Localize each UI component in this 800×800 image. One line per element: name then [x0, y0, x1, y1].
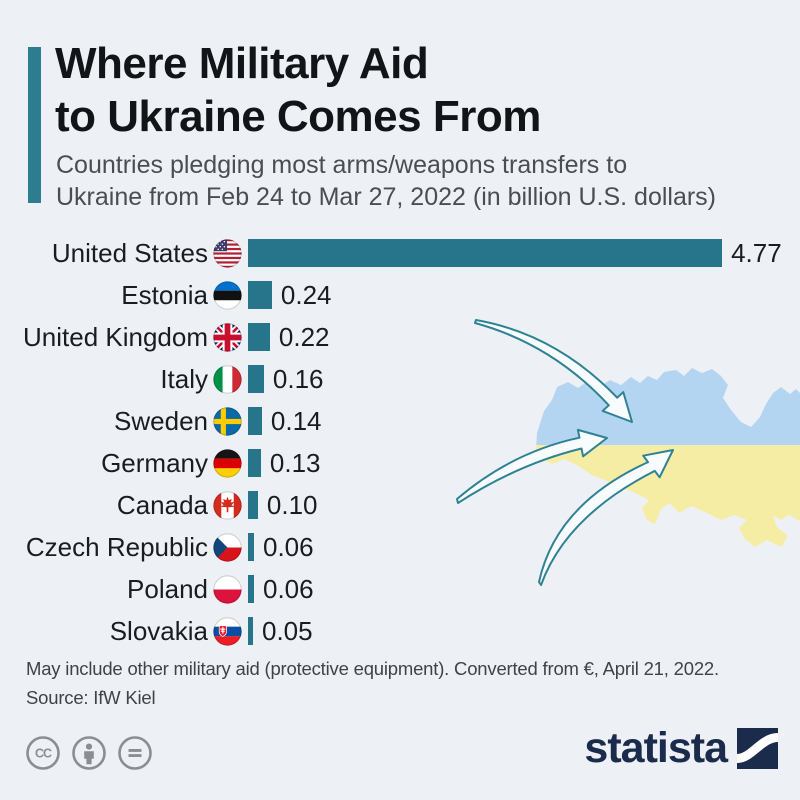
license-icons[interactable]: CC	[25, 735, 153, 771]
value-bar	[248, 239, 723, 267]
flag-cz-icon	[213, 532, 242, 562]
attribution-icon[interactable]	[71, 735, 107, 771]
value-bar	[248, 281, 272, 309]
value-label: 0.24	[280, 279, 332, 310]
statista-logo[interactable]: statista	[584, 727, 778, 770]
chart-row: Sweden 0.14	[0, 400, 800, 442]
flag-ca-icon	[213, 490, 242, 520]
value-bar	[248, 617, 253, 645]
title-accent-bar	[28, 47, 41, 203]
flag-sk-icon	[213, 616, 242, 646]
no-derivatives-icon[interactable]	[117, 735, 153, 771]
footnote: May include other military aid (protecti…	[26, 655, 719, 712]
subtitle-line-1: Countries pledging most arms/weapons tra…	[56, 151, 628, 179]
value-bar	[248, 491, 258, 519]
chart-row: Germany 0.13	[0, 442, 800, 484]
value-label: 0.06	[263, 531, 314, 562]
flag-de-icon	[213, 448, 242, 478]
footnote-source: Source: IfW Kiel	[26, 686, 156, 708]
country-label: United States	[51, 237, 208, 268]
value-label: 0.05	[262, 615, 313, 646]
country-label: Estonia	[121, 279, 208, 310]
chart-row: Estonia 0.24	[0, 274, 800, 316]
chart-row: United States 4.77	[0, 232, 800, 274]
statista-logo-icon	[737, 728, 778, 769]
value-label: 0.16	[272, 363, 324, 394]
value-bar	[248, 533, 254, 561]
flag-ee-icon	[213, 280, 242, 310]
value-bar	[248, 323, 270, 351]
country-label: Czech Republic	[25, 531, 208, 562]
chart-row: Slovakia 0.05	[0, 610, 800, 652]
country-label: Poland	[127, 573, 208, 604]
value-label: 0.14	[270, 405, 322, 436]
bar-chart: United States 4.77 Estonia 0.24 United Kingd…	[0, 232, 800, 652]
flag-se-icon	[213, 406, 242, 436]
subtitle-line-2: Ukraine from Feb 24 to Mar 27, 2022 (in …	[56, 183, 717, 211]
country-label: Canada	[116, 489, 208, 520]
title-line-1: Where Military Aid	[55, 39, 429, 88]
value-label: 0.22	[278, 321, 330, 352]
chart-row: Canada 0.10	[0, 484, 800, 526]
statista-wordmark: statista	[584, 724, 728, 772]
chart-row: Italy 0.16	[0, 358, 800, 400]
value-label: 0.13	[269, 447, 321, 478]
svg-text:CC: CC	[35, 747, 52, 761]
title-line-2: to Ukraine Comes From	[55, 91, 541, 141]
ukraine-map-arrows-illustration	[456, 319, 800, 586]
chart-row: Poland 0.06	[0, 568, 800, 610]
value-label: 4.77	[731, 237, 782, 268]
creative-commons-icon[interactable]: CC	[25, 735, 61, 771]
flag-it-icon	[213, 364, 242, 394]
country-label: Germany	[101, 447, 208, 478]
aid-arrow-top-icon	[474, 319, 633, 423]
country-label: United Kingdom	[23, 321, 208, 352]
chart-row: Czech Republic 0.06	[0, 526, 800, 568]
page-title: Where Military Aid to Ukraine Comes From	[55, 38, 541, 144]
subtitle: Countries pledging most arms/weapons tra…	[56, 149, 716, 213]
value-bar	[248, 575, 254, 603]
chart-row: United Kingdom 0.22	[0, 316, 800, 358]
aid-arrow-bottom-icon	[538, 449, 674, 586]
country-label: Sweden	[114, 405, 208, 436]
country-label: Italy	[160, 363, 208, 394]
flag-pl-icon	[213, 574, 242, 604]
value-label: 0.10	[266, 489, 318, 520]
value-bar	[248, 449, 261, 477]
flag-gb-icon	[213, 322, 242, 352]
flag-us-icon	[213, 238, 242, 268]
country-label: Slovakia	[109, 615, 208, 646]
value-label: 0.06	[263, 573, 314, 604]
aid-arrow-middle-icon	[456, 428, 608, 504]
value-bar	[248, 407, 262, 435]
value-bar	[248, 365, 264, 393]
footnote-line-1: May include other military aid (protecti…	[26, 658, 719, 679]
